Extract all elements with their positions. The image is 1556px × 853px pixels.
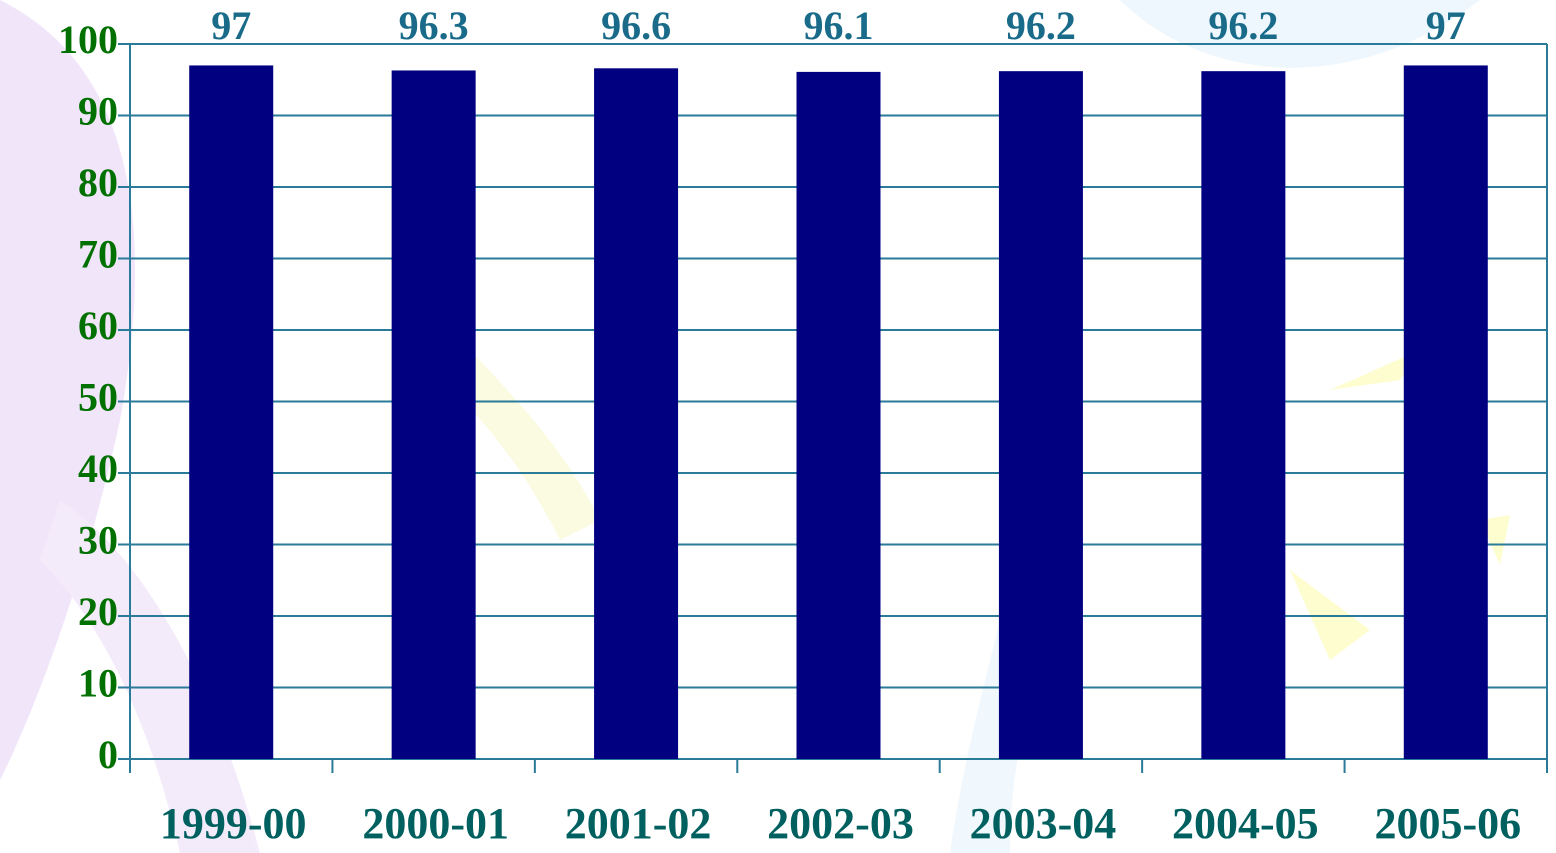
y-tick-label: 40 bbox=[78, 446, 118, 491]
bar bbox=[1201, 71, 1285, 759]
x-tick-label: 1999-00 bbox=[160, 799, 307, 848]
bar bbox=[999, 71, 1083, 759]
y-tick-label: 10 bbox=[78, 661, 118, 706]
value-label: 97 bbox=[211, 3, 251, 48]
y-tick-label: 50 bbox=[78, 375, 118, 420]
x-tick-label: 2001-02 bbox=[565, 799, 712, 848]
x-tick-label: 2002-03 bbox=[767, 799, 914, 848]
x-tick-label: 2004-05 bbox=[1172, 799, 1319, 848]
value-label: 97 bbox=[1426, 3, 1466, 48]
value-label: 96.1 bbox=[804, 3, 874, 48]
bar bbox=[797, 72, 881, 759]
x-tick-label: 2000-01 bbox=[362, 799, 509, 848]
bar bbox=[594, 68, 678, 759]
chart: 0 10 20 30 40 50 60 70 80 90 100 97 1999-00 96.3 2000-… bbox=[0, 0, 1556, 853]
x-tick-label: 2003-04 bbox=[970, 799, 1117, 848]
x-tick-label: 2005-06 bbox=[1374, 799, 1521, 848]
y-tick-label: 20 bbox=[78, 589, 118, 634]
value-label: 96.2 bbox=[1006, 3, 1076, 48]
y-tick-label: 0 bbox=[98, 732, 118, 777]
bar bbox=[392, 70, 476, 759]
page: {"chart_data": {"type": "bar", "categori… bbox=[0, 0, 1556, 853]
y-tick-label: 90 bbox=[78, 89, 118, 134]
value-label: 96.2 bbox=[1208, 3, 1278, 48]
bar bbox=[1404, 65, 1488, 759]
y-tick-label: 60 bbox=[78, 303, 118, 348]
value-label: 96.3 bbox=[399, 3, 469, 48]
y-tick-label: 80 bbox=[78, 160, 118, 205]
y-tick-label: 100 bbox=[58, 17, 118, 62]
y-tick-label: 70 bbox=[78, 232, 118, 277]
value-label: 96.6 bbox=[601, 3, 671, 48]
y-tick-label: 30 bbox=[78, 518, 118, 563]
bar bbox=[189, 65, 273, 759]
